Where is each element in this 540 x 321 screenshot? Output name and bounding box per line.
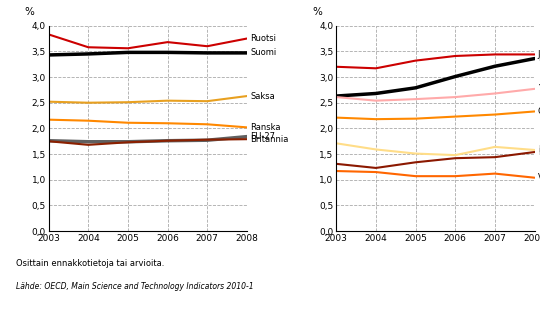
Text: Britannia: Britannia: [250, 135, 288, 144]
Text: Venäjä: Venäjä: [538, 173, 540, 182]
Text: Suomi: Suomi: [250, 48, 276, 57]
Text: Japani: Japani: [538, 50, 540, 59]
Text: EU-27: EU-27: [250, 132, 275, 141]
Text: Norja: Norja: [538, 145, 540, 154]
Text: Yhdysvallat: Yhdysvallat: [538, 84, 540, 93]
Text: Lähde: OECD, Main Science and Technology Indicators 2010-1: Lähde: OECD, Main Science and Technology…: [16, 282, 254, 291]
Text: %: %: [25, 7, 35, 17]
Text: Ruotsi: Ruotsi: [250, 34, 276, 43]
Text: Etelä-Korea: Etelä-Korea: [538, 54, 540, 63]
Text: Ranska: Ranska: [250, 123, 281, 132]
Text: %: %: [313, 7, 322, 17]
Text: Saksa: Saksa: [250, 91, 275, 100]
Text: Kiina: Kiina: [538, 148, 540, 157]
Text: Osittain ennakkotietoja tai arvioita.: Osittain ennakkotietoja tai arvioita.: [16, 259, 165, 268]
Text: OECD yht.: OECD yht.: [538, 107, 540, 116]
